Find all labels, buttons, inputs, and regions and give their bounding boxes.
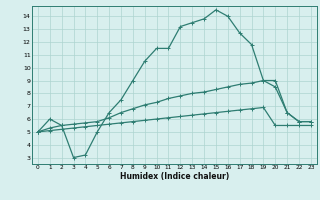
X-axis label: Humidex (Indice chaleur): Humidex (Indice chaleur)	[120, 172, 229, 181]
